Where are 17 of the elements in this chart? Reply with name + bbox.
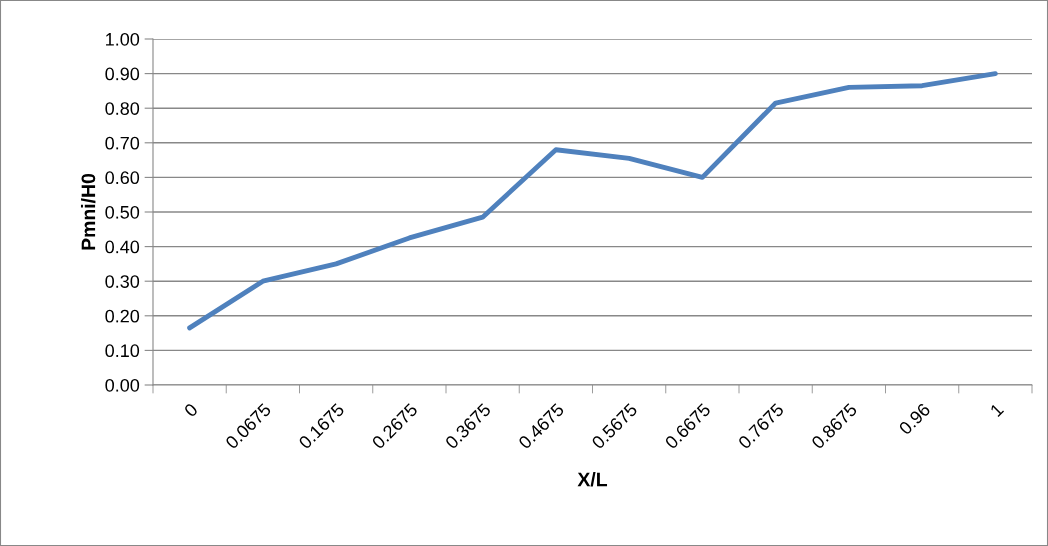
- y-tick-label: 0.70: [105, 136, 140, 150]
- y-tick-label: 1.00: [106, 32, 140, 46]
- x-tick-label: 0.96: [898, 402, 931, 436]
- x-axis-title: X/L: [577, 472, 608, 487]
- y-tick-label: 0.30: [105, 275, 140, 288]
- y-axis-title: Pmni/H0: [80, 173, 96, 250]
- y-tick-label: 0.60: [105, 171, 140, 185]
- y-tick-label: 0.40: [105, 240, 140, 254]
- y-tick-label: 0.80: [105, 102, 140, 115]
- y-tick-label: 0.90: [105, 67, 140, 81]
- y-tick-label: 0.20: [105, 309, 140, 323]
- x-tick-label: 1: [989, 402, 1004, 418]
- line-series: [187, 71, 998, 331]
- y-tick-label: 0.00: [105, 378, 140, 392]
- x-tick-label: 0: [183, 402, 199, 418]
- y-tick-label: 0.10: [105, 344, 140, 358]
- y-tick-label: 0.50: [105, 205, 140, 219]
